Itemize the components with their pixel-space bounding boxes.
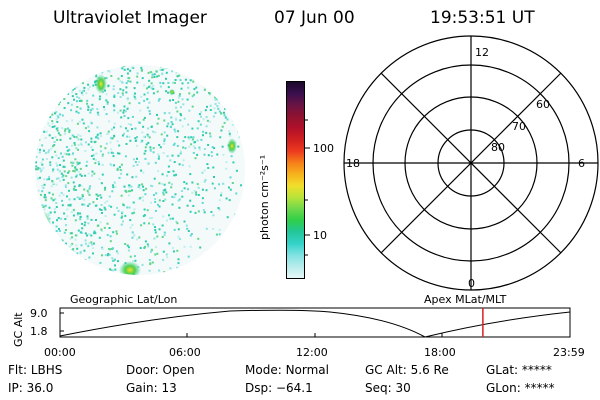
timeline-xtick-4: 23:59: [553, 346, 585, 359]
timeline-right-label: Apex MLat/MLT: [424, 293, 507, 306]
polar-ring-80: 80: [491, 141, 505, 154]
info-glat: GLat: *****: [486, 363, 552, 377]
polar-label-18: 18: [346, 157, 360, 170]
colorbar: [286, 81, 305, 279]
colorbar-tick-100: 100: [313, 142, 334, 155]
polar-label-0: 0: [468, 277, 475, 290]
polar-ring-60: 60: [536, 98, 550, 111]
info-seq: Seq: 30: [365, 381, 411, 395]
polar-label-6: 6: [578, 157, 585, 170]
timeline-xtick-3: 18:00: [424, 346, 456, 359]
info-dsp: Dsp: −64.1: [245, 381, 313, 395]
timeline-xtick-0: 00:00: [44, 346, 76, 359]
timeline-left-label: Geographic Lat/Lon: [70, 293, 178, 306]
app-title: Ultraviolet Imager: [53, 8, 207, 28]
colorbar-label: photon cm⁻²s⁻¹: [258, 154, 271, 240]
header-date: 07 Jun 00: [274, 8, 355, 28]
timeline-xtick-2: 12:00: [296, 346, 328, 359]
info-door: Door: Open: [126, 363, 195, 377]
info-glon: GLon: *****: [486, 381, 555, 395]
polar-label-12: 12: [475, 46, 489, 59]
timeline-ymin: 1.8: [30, 325, 48, 338]
timeline-xtick-1: 06:00: [169, 346, 201, 359]
info-gc-alt: GC Alt: 5.6 Re: [365, 363, 449, 377]
info-gain: Gain: 13: [126, 381, 177, 395]
info-flt: Flt: LBHS: [8, 363, 63, 377]
timeline-ymax: 9.0: [30, 307, 48, 320]
timeline-yaxis-label: GC Alt: [12, 312, 25, 347]
polar-ring-70: 70: [512, 120, 526, 133]
info-ip: IP: 36.0: [8, 381, 54, 395]
info-mode: Mode: Normal: [245, 363, 329, 377]
header-time: 19:53:51 UT: [430, 8, 535, 28]
colorbar-tick-10: 10: [313, 229, 327, 242]
